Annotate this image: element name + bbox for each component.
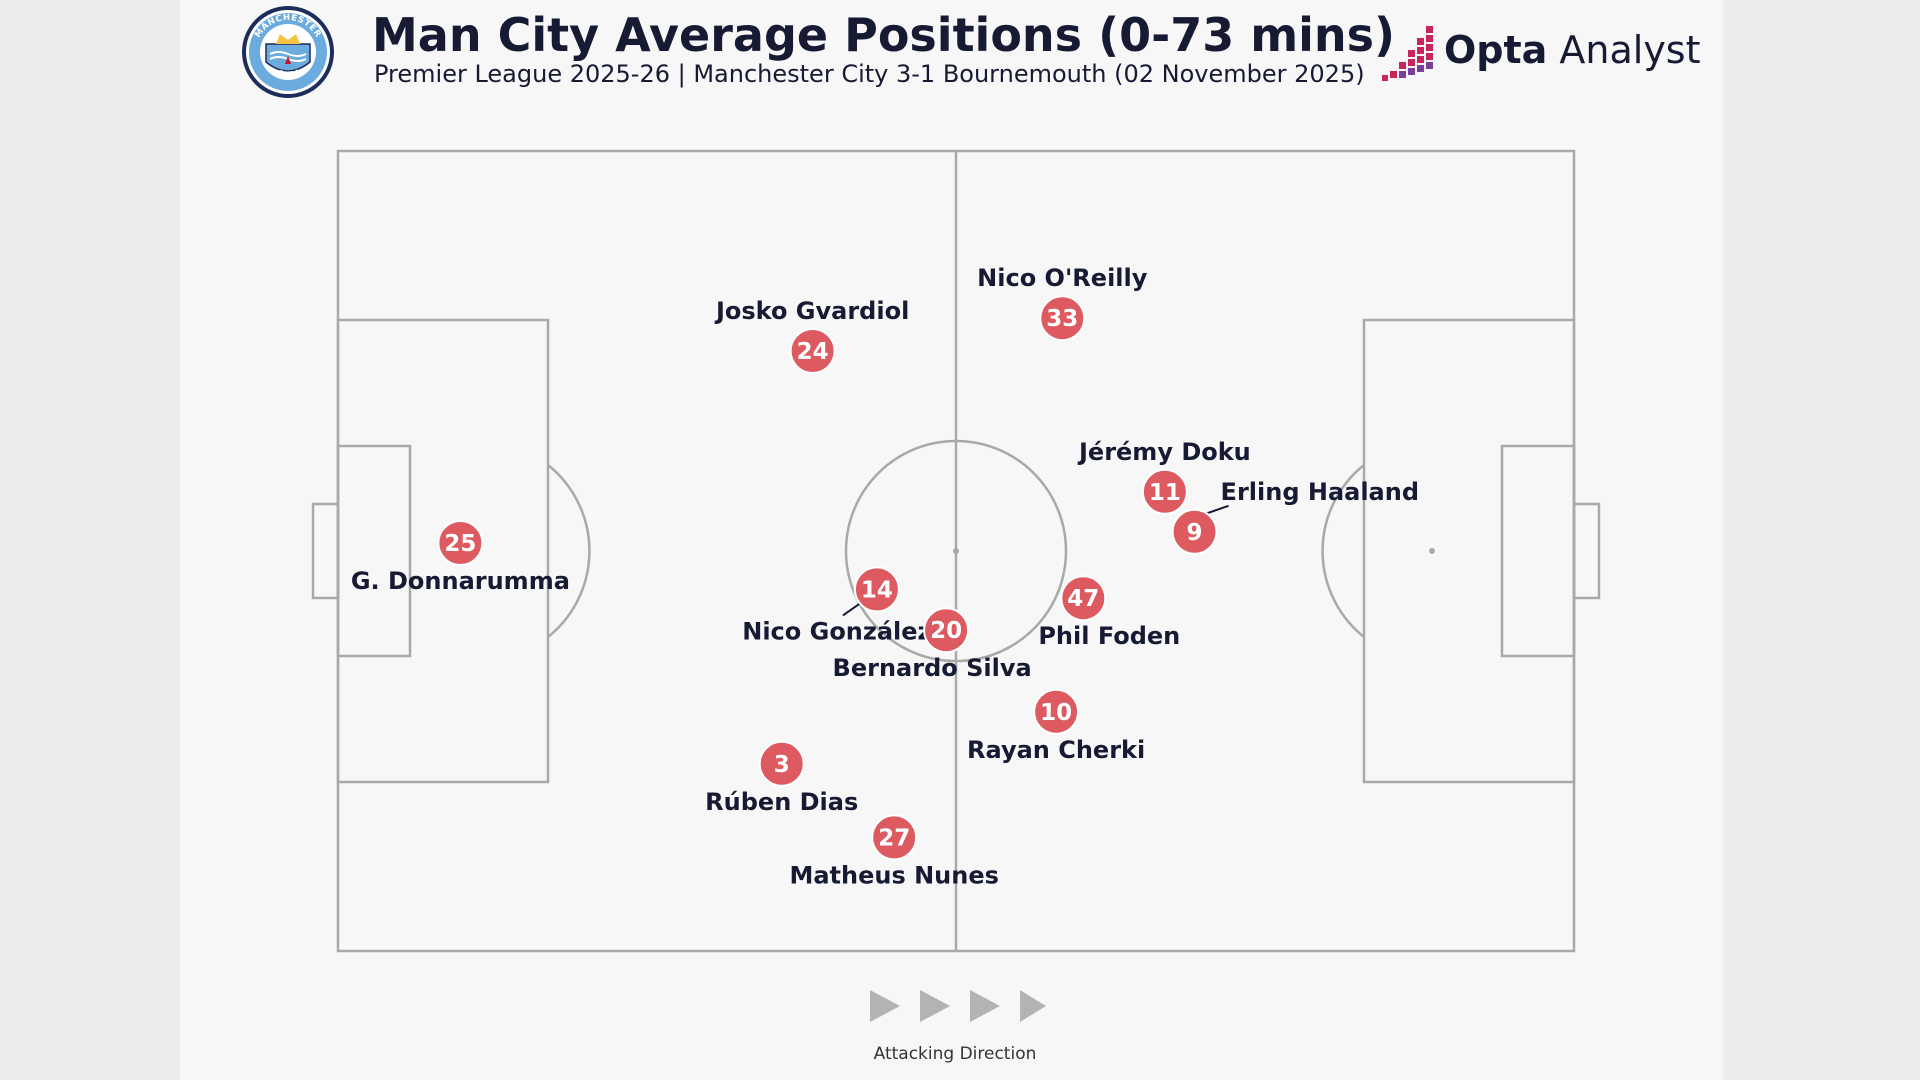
chart-panel (180, 0, 1723, 1080)
player-number: 10 (1040, 700, 1072, 726)
page-title: Man City Average Positions (0-73 mins) (372, 8, 1396, 62)
svg-text:CITY: CITY (275, 69, 300, 81)
play-arrow-icon (970, 990, 1000, 1022)
player-marker: 11 Jérémy Doku (1077, 438, 1251, 515)
right-goal (1572, 502, 1601, 600)
player-dot (853, 566, 900, 613)
player-name-label: Phil Foden (1038, 622, 1180, 650)
player-name-label: Nico González (742, 617, 931, 645)
player-name-label: Josko Gvardiol (714, 297, 909, 325)
left-penalty-arc (547, 464, 591, 638)
player-marker: 27 Matheus Nunes (789, 814, 999, 889)
player-dot (789, 328, 836, 374)
play-arrow-icon (920, 990, 950, 1022)
player-name-label: Matheus Nunes (789, 861, 998, 889)
player-name-label: G. Donnarumma (351, 567, 570, 595)
player-name-label: Jérémy Doku (1077, 438, 1251, 466)
player-name-label: Nico O'Reilly (977, 264, 1148, 292)
attacking-direction-label: Attacking Direction (873, 1044, 1037, 1064)
right-penalty-box (1362, 318, 1576, 784)
centre-circle (844, 439, 1068, 663)
brand-name-strong: Opta (1444, 28, 1548, 72)
left-six-yard-box (336, 444, 412, 658)
player-number: 24 (797, 339, 829, 365)
player-name-label: Erling Haaland (1221, 478, 1419, 506)
player-dot (871, 814, 918, 861)
player-name-label: Bernardo Silva (833, 654, 1032, 682)
player-number: 14 (861, 577, 893, 603)
player-dot (1033, 688, 1080, 735)
player-marker: 20 Bernardo Silva (833, 607, 1032, 682)
player-marker: 47 Phil Foden (1038, 575, 1180, 650)
player-number: 20 (930, 618, 962, 644)
man-city-crest-logo: MANCHESTER CITY (242, 6, 334, 98)
pitch-markings (311, 149, 1601, 953)
player-name-label: Rayan Cherki (967, 736, 1145, 764)
player-number: 27 (878, 825, 910, 851)
player-number: 9 (1187, 520, 1203, 546)
player-number: 11 (1149, 480, 1181, 506)
player-marker: 25 G. Donnarumma (351, 520, 570, 595)
player-dot (1141, 468, 1188, 515)
player-marker: 24 Josko Gvardiol (714, 297, 909, 374)
player-dot (1060, 575, 1107, 622)
player-name-label: Rúben Dias (705, 788, 858, 816)
player-dot (1171, 508, 1218, 555)
player-marker: 14 Nico González (742, 566, 932, 645)
right-six-yard-box (1500, 444, 1576, 658)
left-goal (311, 502, 340, 600)
player-number: 47 (1067, 586, 1099, 612)
play-arrow-icon (870, 990, 900, 1022)
play-arrow-icon (1020, 990, 1046, 1022)
centre-spot (953, 548, 959, 554)
player-dot (923, 607, 970, 654)
player-dot (437, 520, 484, 566)
page-subtitle: Premier League 2025-26 | Manchester City… (374, 60, 1365, 88)
brand-name-rest: Analyst (1547, 28, 1701, 72)
player-number: 3 (774, 752, 790, 778)
player-marker: 33 Nico O'Reilly (977, 264, 1148, 342)
player-dot (758, 740, 805, 787)
opta-dots-icon (1382, 26, 1433, 81)
player-marker: 3 Rúben Dias (705, 740, 858, 816)
player-dot (1039, 295, 1086, 342)
opta-analyst-logo: Opta Analyst (1380, 24, 1701, 84)
player-marker: 10 Rayan Cherki (967, 688, 1145, 764)
player-markers: 25 G. Donnarumma 24 Josko Gvardiol 33 Nico O'… (351, 264, 1419, 889)
right-penalty-arc (1321, 464, 1365, 638)
player-marker: 9 Erling Haaland (1171, 478, 1419, 555)
player-number: 33 (1046, 306, 1078, 332)
attacking-direction-arrows (870, 990, 1046, 1022)
right-penalty-spot (1429, 548, 1435, 554)
player-number: 25 (444, 531, 476, 557)
